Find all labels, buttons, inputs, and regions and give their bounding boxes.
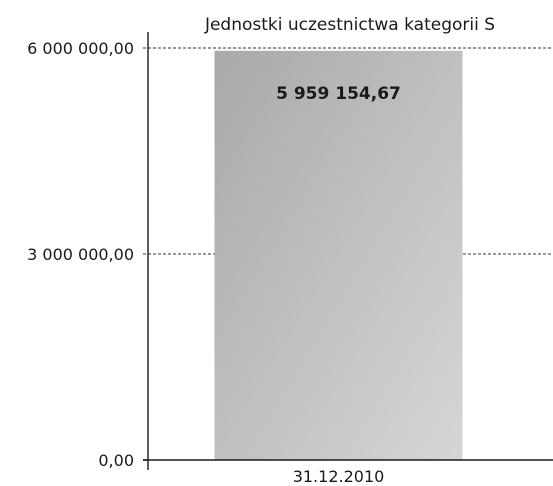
axes xyxy=(143,32,553,470)
bar-value-label-0: 5 959 154,67 xyxy=(276,84,401,104)
bar-0 xyxy=(214,50,463,460)
y-tick-label-2: 6 000 000,00 xyxy=(27,39,134,58)
y-tick-label-1: 3 000 000,00 xyxy=(27,245,134,264)
x-tick-label-0: 31.12.2010 xyxy=(293,467,385,486)
labels: 0,00 3 000 000,00 6 000 000,00 5 959 154,67… xyxy=(27,39,401,486)
bars xyxy=(214,50,463,460)
chart-title: Jednostki uczestnictwa kategorii S xyxy=(204,15,495,35)
y-tick-label-0: 0,00 xyxy=(98,451,134,470)
